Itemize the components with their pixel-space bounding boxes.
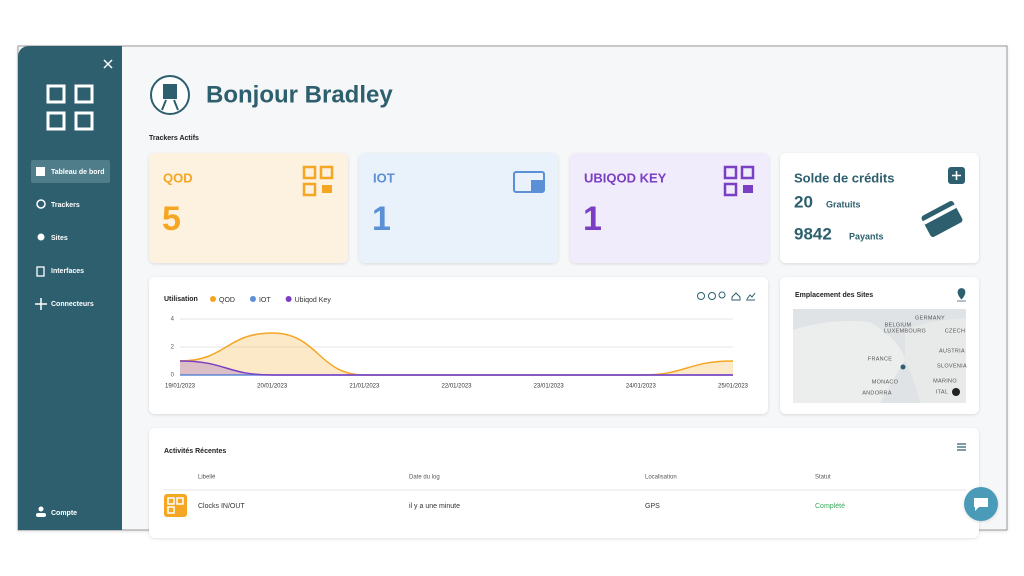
map-label: ANDORRA <box>862 390 892 396</box>
logo <box>46 84 94 131</box>
column-header: Date du log <box>409 475 440 481</box>
map-label: ITAL <box>936 389 948 395</box>
tracker-count: 1 <box>372 200 391 238</box>
row-icon <box>164 494 187 517</box>
legend-marker <box>285 296 292 302</box>
site-marker[interactable] <box>900 364 906 370</box>
nav-icons <box>35 167 47 517</box>
credits-free-amount: 20 <box>794 192 813 211</box>
tracker-icon <box>740 165 755 180</box>
sidebar <box>18 46 122 530</box>
map-label: SLOVENIA <box>937 363 967 369</box>
map-title: Emplacement des Sites <box>795 292 873 299</box>
table-cell: Clocks IN/OUT <box>198 503 245 510</box>
avatar-icon <box>163 84 177 99</box>
legend-label: Ubiqod Key <box>295 297 332 304</box>
chat-icon <box>974 498 988 511</box>
tracker-icon <box>723 165 738 180</box>
column-header: Localisation <box>645 475 677 481</box>
credits-card <box>780 153 979 263</box>
legend-marker <box>249 296 256 302</box>
tracker-card <box>570 153 769 263</box>
series-area <box>180 361 733 375</box>
avatar-icon <box>161 99 179 111</box>
legend-label: IOT <box>259 297 271 304</box>
map-label: CZECH <box>945 328 965 334</box>
tracker-icon <box>302 182 317 197</box>
x-tick-label: 21/01/2023 <box>349 384 380 390</box>
tracker-card <box>359 153 558 263</box>
add-icon <box>952 171 961 180</box>
chart-card <box>149 277 768 414</box>
section-title: Trackers Actifs <box>149 135 199 142</box>
map-label: MARINO <box>933 378 957 384</box>
credits-title: Solde de crédits <box>794 170 894 185</box>
table-cell: Complété <box>815 503 845 510</box>
nav-item[interactable]: Trackers <box>51 202 80 209</box>
x-tick-label: 25/01/2023 <box>718 384 749 390</box>
tracker-name: QOD <box>163 170 193 185</box>
map-land <box>905 318 966 403</box>
tracker-icon <box>743 185 753 193</box>
tracker-icon <box>723 182 738 197</box>
map-label: MONACO <box>872 379 899 385</box>
credits-free-label: Gratuits <box>826 199 861 209</box>
activities-title: Activités Récentes <box>164 448 226 455</box>
tracker-name: IOT <box>373 170 395 185</box>
credits-paid-amount: 9842 <box>794 224 832 243</box>
nav-active[interactable] <box>31 160 110 183</box>
tracker-icon <box>322 185 332 193</box>
map-label: LUXEMBOURG <box>884 328 926 334</box>
tracker-icon <box>531 180 544 192</box>
y-tick-label: 0 <box>171 373 175 379</box>
nav-item[interactable]: Compte <box>51 510 77 517</box>
map-label: AUSTRIA <box>939 348 965 354</box>
list-icon[interactable] <box>957 443 966 451</box>
legend-marker <box>210 296 216 302</box>
x-tick-label: 20/01/2023 <box>257 384 288 390</box>
table-cell: il y a une minute <box>409 503 460 510</box>
tracker-icon <box>319 165 334 180</box>
chart-title: Utilisation <box>164 296 198 303</box>
map-pin-icon[interactable] <box>957 288 966 302</box>
close-button[interactable] <box>103 59 113 69</box>
tracker-name: UBIQOD KEY <box>584 170 667 185</box>
series-area <box>180 333 733 375</box>
tracker-count: 1 <box>583 200 602 238</box>
nav-item[interactable]: Sites <box>51 235 68 242</box>
column-header: Libellé <box>198 475 216 481</box>
nav-item[interactable]: Tableau de bord <box>51 169 105 176</box>
x-tick-label: 19/01/2023 <box>165 384 196 390</box>
map-land <box>793 321 905 403</box>
map-label: FRANCE <box>868 356 892 362</box>
series-line <box>179 360 733 376</box>
column-header: Statut <box>815 475 831 481</box>
x-tick-label: 23/01/2023 <box>534 384 565 390</box>
y-tick-label: 4 <box>171 317 175 323</box>
card-icon <box>921 201 963 237</box>
tracker-card <box>149 153 348 263</box>
map-label: BELGIUM <box>885 322 912 328</box>
credits-paid-label: Payants <box>849 231 884 241</box>
tracker-icon <box>302 165 317 180</box>
nav-item[interactable]: Connecteurs <box>51 301 94 308</box>
x-tick-label: 22/01/2023 <box>441 384 472 390</box>
nav-item[interactable]: Interfaces <box>51 268 84 275</box>
y-tick-label: 2 <box>171 345 175 351</box>
legend-label: QOD <box>219 297 235 304</box>
tracker-count: 5 <box>162 200 181 238</box>
table-cell: GPS <box>645 503 660 510</box>
chart-toolbar[interactable] <box>697 291 756 301</box>
map-info[interactable] <box>952 388 960 396</box>
activities-card <box>149 428 979 538</box>
row-icon-qr <box>167 497 184 514</box>
x-tick-label: 24/01/2023 <box>626 384 657 390</box>
page-title: Bonjour Bradley <box>206 81 393 108</box>
map-label: GERMANY <box>915 315 945 321</box>
